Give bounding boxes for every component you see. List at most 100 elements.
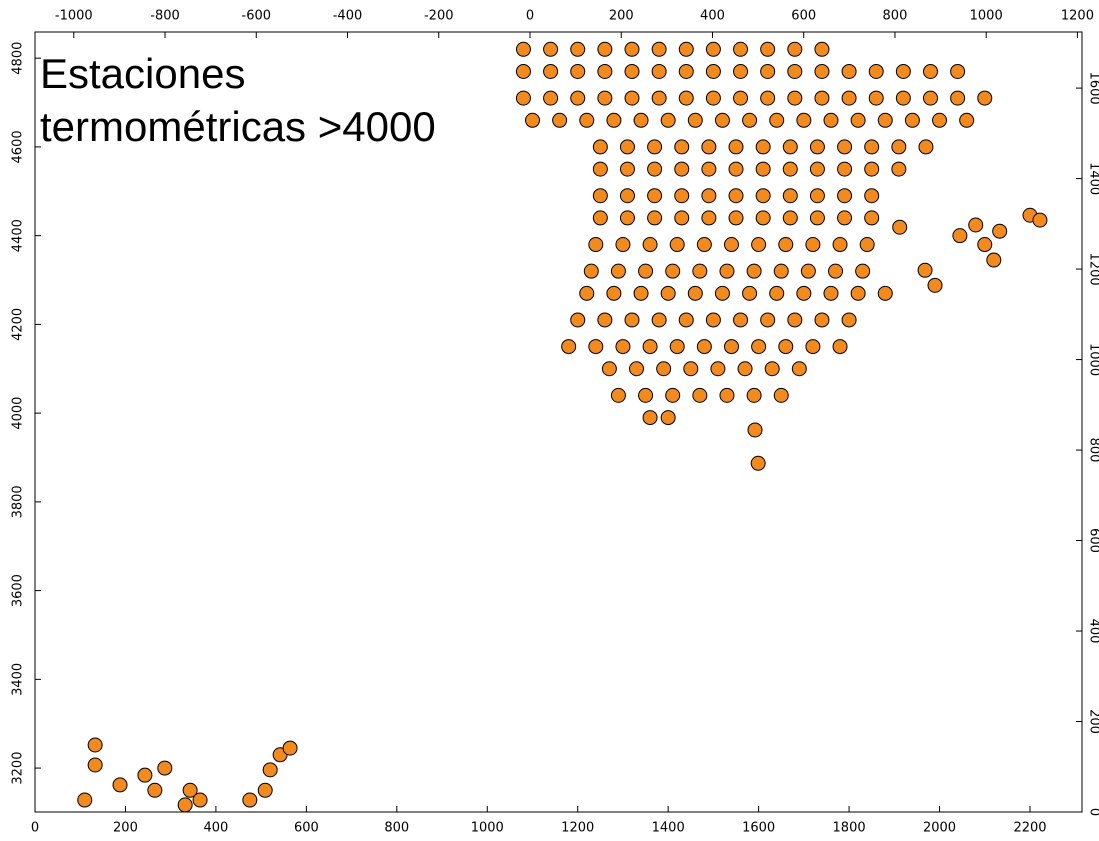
station-point bbox=[841, 90, 857, 106]
x2-tick-label: 0 bbox=[526, 9, 534, 24]
y2-tick-label: 600 bbox=[1087, 528, 1099, 553]
x-tick-label: 1200 bbox=[561, 821, 594, 836]
station-point bbox=[782, 188, 798, 204]
station-point bbox=[814, 41, 830, 57]
x-tick-label: 1400 bbox=[652, 821, 685, 836]
x2-tick-label: -200 bbox=[424, 9, 454, 24]
station-point bbox=[742, 285, 758, 301]
station-point bbox=[638, 387, 654, 403]
station-point bbox=[977, 90, 993, 106]
station-point bbox=[746, 387, 762, 403]
y2-tick-label: 200 bbox=[1087, 709, 1099, 734]
station-point bbox=[597, 312, 613, 328]
station-point bbox=[760, 312, 776, 328]
station-point bbox=[515, 63, 531, 79]
x2-tick-label: -800 bbox=[150, 9, 180, 24]
station-point bbox=[927, 277, 943, 293]
station-point bbox=[895, 63, 911, 79]
station-point bbox=[751, 237, 767, 253]
station-point bbox=[859, 237, 875, 253]
station-point bbox=[805, 237, 821, 253]
station-point bbox=[787, 41, 803, 57]
station-point bbox=[137, 767, 153, 783]
station-point bbox=[157, 760, 173, 776]
x2-tick-label: 600 bbox=[791, 9, 816, 24]
station-point bbox=[619, 188, 635, 204]
station-point bbox=[701, 139, 717, 155]
station-point bbox=[841, 312, 857, 328]
x-tick-label: 1000 bbox=[471, 821, 504, 836]
x2-tick-label: -600 bbox=[242, 9, 272, 24]
station-point bbox=[714, 285, 730, 301]
station-point bbox=[570, 312, 586, 328]
station-point bbox=[77, 792, 93, 808]
station-point bbox=[841, 63, 857, 79]
station-point bbox=[701, 161, 717, 177]
station-point bbox=[624, 41, 640, 57]
station-point bbox=[932, 112, 948, 128]
station-point bbox=[968, 217, 984, 233]
station-point bbox=[778, 339, 794, 355]
station-point bbox=[678, 90, 694, 106]
station-point bbox=[678, 41, 694, 57]
station-point bbox=[579, 112, 595, 128]
station-point bbox=[552, 112, 568, 128]
station-point bbox=[692, 263, 708, 279]
station-point bbox=[977, 237, 993, 253]
station-point bbox=[592, 139, 608, 155]
station-point bbox=[864, 161, 880, 177]
station-point bbox=[755, 139, 771, 155]
station-point bbox=[665, 387, 681, 403]
station-point bbox=[524, 112, 540, 128]
station-point bbox=[592, 210, 608, 226]
station-point bbox=[678, 312, 694, 328]
station-point bbox=[619, 161, 635, 177]
y-tick-label: 4600 bbox=[11, 130, 26, 163]
station-point bbox=[728, 139, 744, 155]
y2-tick-label: 1600 bbox=[1087, 72, 1099, 105]
station-point bbox=[619, 139, 635, 155]
station-point bbox=[660, 112, 676, 128]
station-point bbox=[242, 792, 258, 808]
station-point bbox=[633, 112, 649, 128]
station-point bbox=[619, 210, 635, 226]
y-tick-label: 4800 bbox=[11, 42, 26, 75]
station-point bbox=[746, 263, 762, 279]
station-point bbox=[769, 285, 785, 301]
plot-frame bbox=[34, 31, 1083, 813]
station-point bbox=[814, 90, 830, 106]
station-point bbox=[782, 210, 798, 226]
x-tick-label: 2200 bbox=[1013, 821, 1046, 836]
station-point bbox=[733, 41, 749, 57]
station-point bbox=[917, 262, 933, 278]
station-point bbox=[597, 63, 613, 79]
station-point bbox=[733, 90, 749, 106]
station-point bbox=[760, 63, 776, 79]
x-tick-label: 800 bbox=[384, 821, 409, 836]
station-point bbox=[755, 210, 771, 226]
station-point bbox=[850, 112, 866, 128]
station-point bbox=[764, 361, 780, 377]
station-point bbox=[515, 41, 531, 57]
station-point bbox=[647, 139, 663, 155]
y2-tick-label: 800 bbox=[1087, 438, 1099, 463]
station-point bbox=[864, 210, 880, 226]
station-point bbox=[705, 41, 721, 57]
station-point bbox=[583, 263, 599, 279]
station-point bbox=[570, 90, 586, 106]
station-point bbox=[782, 139, 798, 155]
x-tick-label: 400 bbox=[203, 821, 228, 836]
station-point bbox=[606, 285, 622, 301]
station-point bbox=[647, 188, 663, 204]
station-point bbox=[992, 223, 1008, 239]
station-point bbox=[192, 792, 208, 808]
station-point bbox=[796, 285, 812, 301]
station-point bbox=[624, 63, 640, 79]
x2-tick-label: -1000 bbox=[55, 9, 93, 24]
station-point bbox=[877, 285, 893, 301]
station-point bbox=[855, 263, 871, 279]
station-point bbox=[809, 161, 825, 177]
station-point bbox=[647, 161, 663, 177]
